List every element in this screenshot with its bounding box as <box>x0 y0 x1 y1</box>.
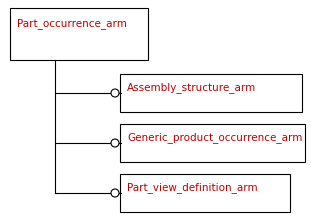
Text: Part_view_definition_arm: Part_view_definition_arm <box>127 182 258 193</box>
Circle shape <box>111 139 119 147</box>
Text: Part_occurrence_arm: Part_occurrence_arm <box>17 18 127 29</box>
Bar <box>120 174 290 212</box>
Text: Assembly_structure_arm: Assembly_structure_arm <box>127 82 256 93</box>
Bar <box>10 8 148 60</box>
Circle shape <box>111 189 119 197</box>
Text: Generic_product_occurrence_arm: Generic_product_occurrence_arm <box>127 132 302 143</box>
Circle shape <box>111 89 119 97</box>
Bar <box>120 124 305 162</box>
Bar <box>120 74 302 112</box>
